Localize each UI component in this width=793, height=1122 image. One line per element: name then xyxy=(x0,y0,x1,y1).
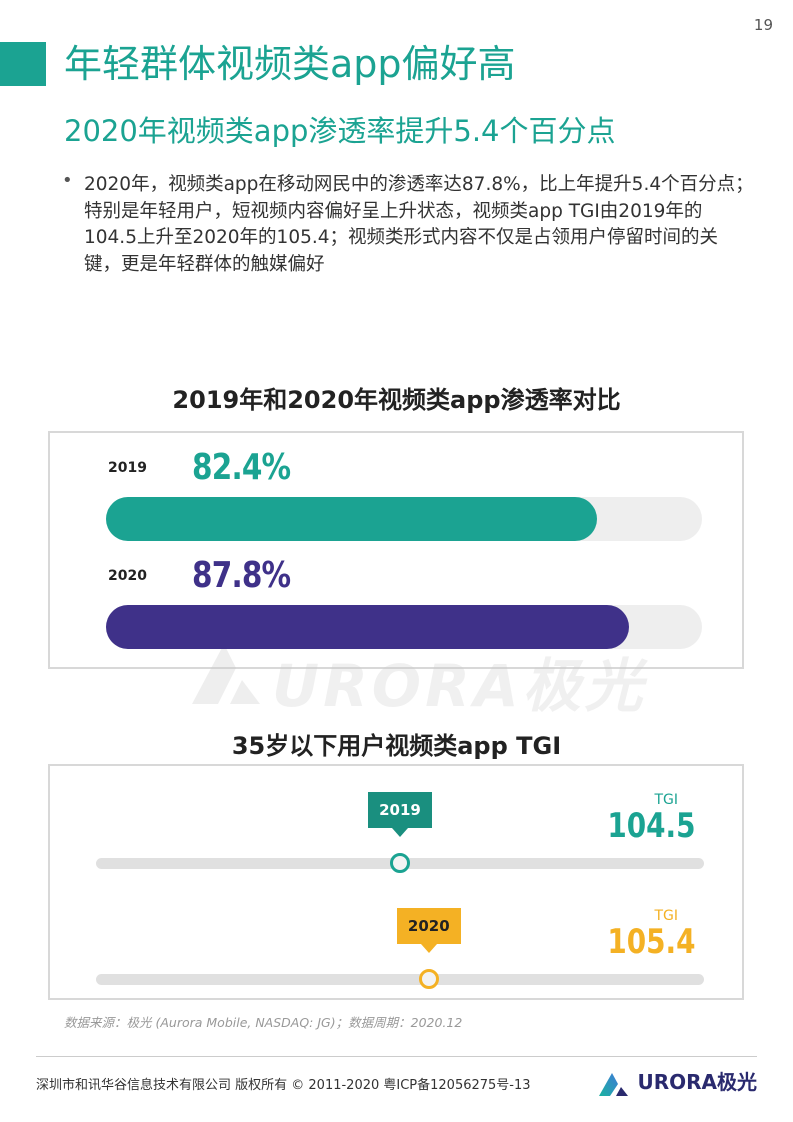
bar-value-label: 87.8% xyxy=(192,555,291,596)
footer-brand: URORA极光 xyxy=(597,1066,757,1098)
tgi-track xyxy=(96,974,704,985)
tgi-year-tag: 2020 xyxy=(396,908,461,944)
bar-track xyxy=(106,497,702,541)
bar xyxy=(106,605,630,649)
tgi-tag-pointer xyxy=(392,828,408,837)
footer-copyright: 深圳市和讯华谷信息技术有限公司 版权所有 © 2011-2020 粤ICP备12… xyxy=(36,1078,531,1093)
tgi-point xyxy=(418,969,439,989)
bar-category-label: 2020 xyxy=(108,568,147,584)
page-subtitle: 2020年视频类app渗透率提升5.4个百分点 xyxy=(64,114,616,148)
penetration-chart-panel: URORA极光 2019 82.4% 2020 87.8% xyxy=(48,431,744,720)
data-source: 数据来源：极光 (Aurora Mobile, NASDAQ: JG)；数据周期… xyxy=(64,1015,463,1030)
tgi-series-label: TGI xyxy=(654,792,678,808)
tgi-value-label: 105.4 xyxy=(607,922,696,962)
penetration-chart-title: 2019年和2020年视频类app渗透率对比 xyxy=(172,386,621,414)
bullet-marker: • xyxy=(62,170,73,191)
footer-divider xyxy=(36,1056,757,1057)
bullet-text: 2020年，视频类app在移动网民中的渗透率达87.8%，比上年提升5.4个百分… xyxy=(84,174,754,275)
bar-track xyxy=(106,605,702,649)
bar xyxy=(106,497,598,541)
footer-brand-text: URORA极光 xyxy=(637,1070,757,1094)
watermark-logo-icon xyxy=(192,644,260,704)
page-title: 年轻群体视频类app偏好高 xyxy=(64,42,516,86)
bar-value-label: 82.4% xyxy=(192,447,291,488)
tgi-year-tag: 2019 xyxy=(368,792,432,828)
title-accent-block xyxy=(0,42,46,86)
tgi-tag-pointer xyxy=(420,944,437,953)
bar-category-label: 2019 xyxy=(108,460,147,476)
watermark: URORA极光 xyxy=(272,652,647,720)
tgi-point xyxy=(390,853,410,873)
tgi-chart-panel: 2019 TGI 104.5 2020 TGI 105.4 xyxy=(48,764,744,1000)
tgi-series-label: TGI xyxy=(654,908,678,924)
page-number: 19 xyxy=(753,16,773,34)
tgi-chart-title: 35岁以下用户视频类app TGI xyxy=(231,732,562,760)
tgi-value-label: 104.5 xyxy=(607,806,696,846)
aurora-logo-icon xyxy=(598,1072,628,1096)
